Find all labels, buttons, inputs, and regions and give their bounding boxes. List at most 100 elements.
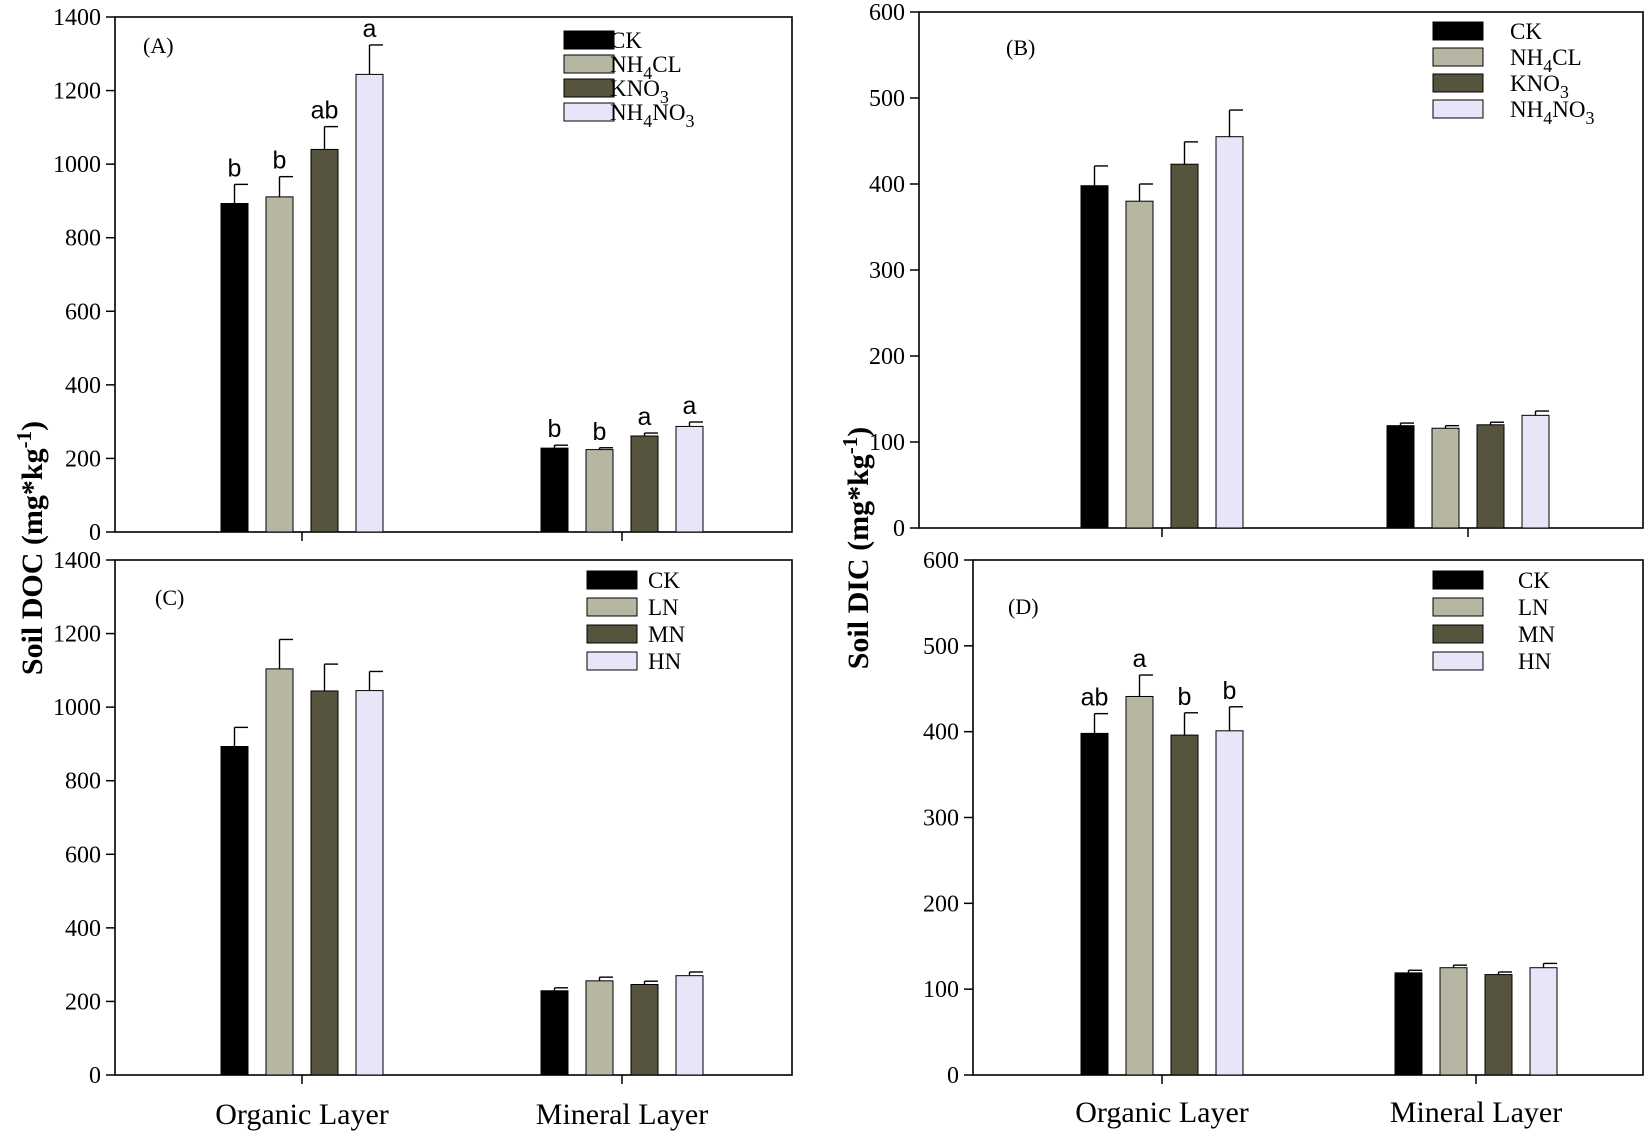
- significance-letter: b: [1178, 683, 1192, 711]
- legend-swatch: [1432, 597, 1484, 617]
- bar: [1439, 967, 1468, 1076]
- y-tick-label: 500: [923, 634, 959, 660]
- significance-letter: a: [1133, 645, 1147, 673]
- legend-label-subscript: 4: [1543, 108, 1552, 128]
- legend-label: LN: [648, 595, 679, 620]
- y-tick-label: 800: [65, 769, 101, 795]
- legend-label-part: NH: [1510, 97, 1543, 122]
- y-axis-label-dic-sup: -1: [838, 437, 862, 455]
- legend-label-part: CL: [1552, 45, 1581, 70]
- legend-swatch: [1432, 624, 1484, 644]
- y-tick-label: 400: [923, 720, 959, 746]
- y-tick-label: 800: [65, 226, 101, 252]
- legend-label-part: KNO: [1510, 71, 1560, 96]
- legend-label-part: CK: [648, 568, 680, 593]
- significance-letter: b: [548, 415, 562, 443]
- panel-label: (A): [143, 33, 174, 58]
- y-tick-label: 300: [923, 806, 959, 832]
- legend-label-part: CK: [1510, 19, 1542, 44]
- x-category-organic-right: Organic Layer: [1075, 1096, 1249, 1129]
- bar: [1484, 974, 1513, 1076]
- legend-label-part: NH: [610, 52, 643, 77]
- plot-frame: [114, 16, 793, 533]
- bar: [1170, 734, 1199, 1076]
- legend-label: CK: [1518, 568, 1550, 593]
- bar: [220, 203, 249, 533]
- y-axis-label-dic: Soil DIC (mg*kg-1): [838, 427, 875, 670]
- bar: [630, 435, 659, 533]
- y-tick-label: 100: [923, 977, 959, 1003]
- legend-label-part: KNO: [610, 76, 660, 101]
- legend-label: CK: [610, 28, 642, 53]
- bar: [540, 990, 569, 1076]
- y-tick-label: 0: [89, 520, 101, 546]
- legend-label-part: CK: [610, 28, 642, 53]
- y-tick-label: 600: [869, 0, 905, 26]
- legend-label-subscript: 4: [1543, 56, 1552, 76]
- y-tick-label: 600: [65, 842, 101, 868]
- legend-swatch: [586, 597, 638, 617]
- legend-label-part: NO: [652, 100, 685, 125]
- legend-label-part: HN: [1518, 649, 1552, 674]
- legend-label: MN: [648, 622, 685, 647]
- legend-swatch: [586, 570, 638, 590]
- y-axis-label-doc-main: Soil DOC (mg*kg: [16, 448, 49, 675]
- legend-label: NH4NO3: [610, 100, 694, 131]
- legend-label: KNO3: [1510, 71, 1569, 102]
- legend-label: HN: [648, 649, 682, 674]
- legend-swatch: [1432, 570, 1484, 590]
- bar: [265, 196, 294, 533]
- legend-label: LN: [1518, 595, 1549, 620]
- legend-label-subscript: 3: [660, 87, 669, 107]
- y-axis-label-dic-close: ): [842, 427, 875, 437]
- panels: 0200400600800100012001400(A)bbbbabaaaCKN…: [53, 0, 1644, 1089]
- significance-letter: b: [228, 154, 242, 182]
- significance-letter: a: [638, 403, 652, 431]
- legend-label-part: LN: [648, 595, 679, 620]
- panel-label: (B): [1006, 35, 1035, 60]
- bar: [540, 447, 569, 533]
- y-tick-label: 200: [65, 446, 101, 472]
- legend-swatch: [1432, 99, 1484, 119]
- bar: [355, 690, 384, 1076]
- bar: [1125, 200, 1154, 529]
- y-tick-label: 300: [869, 258, 905, 284]
- bar: [265, 668, 294, 1076]
- legend-label-subscript: 3: [685, 111, 694, 131]
- legend-label: NH4NO3: [1510, 97, 1594, 128]
- bar: [310, 148, 339, 533]
- legend-label-subscript: 4: [643, 63, 652, 83]
- y-axis-label-doc: Soil DOC (mg*kg-1): [12, 421, 49, 675]
- legend-label: HN: [1518, 649, 1552, 674]
- legend-swatch: [563, 30, 615, 50]
- y-tick-label: 200: [923, 891, 959, 917]
- bar: [1080, 185, 1109, 529]
- legend-label: MN: [1518, 622, 1555, 647]
- bar: [1215, 730, 1244, 1076]
- y-tick-label: 1200: [53, 79, 101, 105]
- x-category-mineral-right: Mineral Layer: [1390, 1096, 1562, 1129]
- bar: [675, 975, 704, 1076]
- y-tick-label: 500: [869, 86, 905, 112]
- y-tick-label: 200: [65, 989, 101, 1015]
- y-tick-label: 1200: [53, 622, 101, 648]
- bar: [1215, 136, 1244, 529]
- y-tick-label: 400: [65, 373, 101, 399]
- y-tick-label: 1400: [53, 548, 101, 574]
- significance-letter: b: [1223, 677, 1237, 705]
- y-tick-label: 0: [947, 1063, 959, 1089]
- bar: [1476, 424, 1505, 529]
- significance-letter: b: [593, 418, 607, 446]
- legend-label-subscript: 3: [1585, 108, 1594, 128]
- y-tick-label: 200: [869, 344, 905, 370]
- legend-label-part: NH: [1510, 45, 1543, 70]
- bar: [1431, 427, 1460, 529]
- legend-label-part: NH: [610, 100, 643, 125]
- y-axis-label-doc-close: ): [16, 421, 49, 431]
- panel-label: (D): [1008, 594, 1039, 619]
